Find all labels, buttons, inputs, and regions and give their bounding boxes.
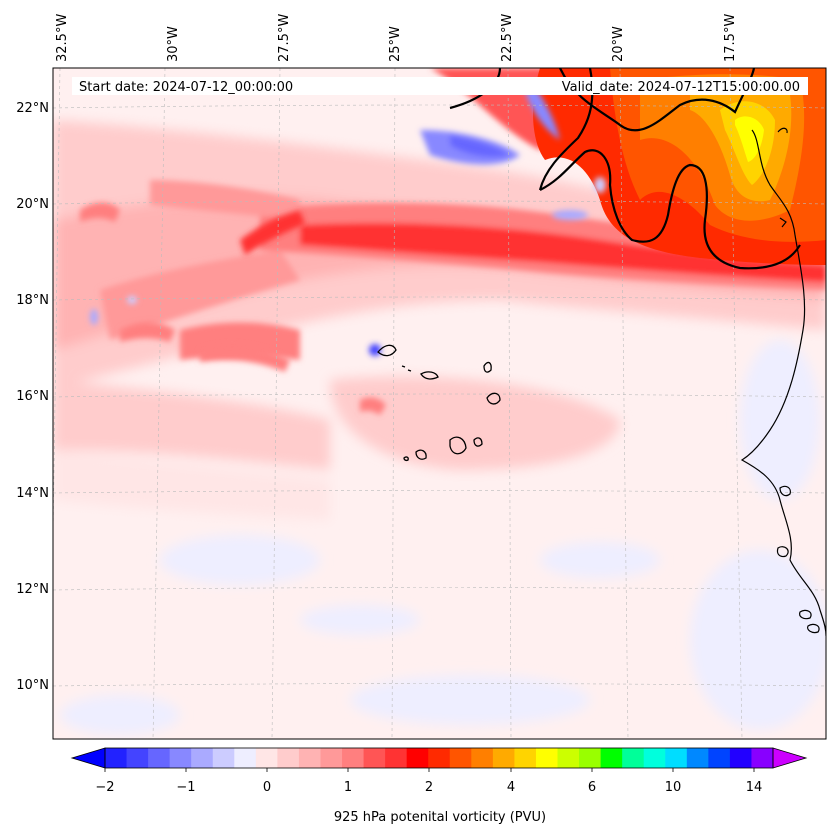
lon-label: 20°W: [611, 26, 626, 62]
colorbar-label: 925 hPa potenital vorticity (PVU): [334, 810, 546, 825]
lat-label: 16°N: [16, 389, 49, 404]
colorbar-cell: [277, 748, 300, 768]
lat-label: 12°N: [16, 582, 49, 597]
colorbar-tick-label: −1: [176, 780, 195, 795]
colorbar-cell: [751, 748, 774, 768]
colorbar-tick-label: 6: [588, 780, 596, 795]
colorbar-cell: [105, 748, 128, 768]
colorbar-tick-label: −2: [95, 780, 114, 795]
map-panel: [53, 68, 826, 739]
lon-label: 17.5°W: [723, 14, 738, 62]
colorbar-cell: [492, 748, 515, 768]
colorbar-min-extend: [70, 747, 106, 769]
colorbar-cell: [557, 748, 580, 768]
colorbar-cell: [449, 748, 472, 768]
lat-label: 18°N: [16, 293, 49, 308]
colorbar-cell: [535, 748, 559, 768]
lat-label: 22°N: [16, 101, 49, 116]
colorbar-tick-label: 10: [665, 780, 682, 795]
lon-label: 30°W: [166, 26, 181, 62]
valid-date-label: Valid_date: 2024-07-12T15:00:00.00: [562, 80, 800, 95]
colorbar-cells: [105, 748, 774, 768]
colorbar-cell: [406, 748, 429, 768]
colorbar-cell: [686, 748, 709, 768]
header-strip: [72, 77, 808, 95]
colorbar-cell: [579, 748, 602, 768]
colorbar-cell: [471, 748, 494, 768]
colorbar-tick-label: 1: [344, 780, 352, 795]
pv-streaks: [80, 202, 386, 415]
colorbar-frame: [104, 747, 774, 769]
colorbar-cell: [622, 748, 645, 768]
colorbar-cell: [729, 748, 752, 768]
pv-high-core: [430, 68, 826, 265]
colorbar-cell: [126, 748, 149, 768]
lon-label: 32.5°W: [55, 14, 70, 62]
colorbar-max-extend: [772, 747, 808, 769]
colorbar: −2 −1 0 1 2 4 6 10 14 925 hPa potenital vorticit…: [70, 747, 808, 825]
colorbar-cell: [385, 748, 408, 768]
lat-label: 14°N: [16, 486, 49, 501]
colorbar-cell: [643, 748, 666, 768]
colorbar-cell: [665, 748, 688, 768]
colorbar-cell: [212, 748, 235, 768]
colorbar-cell: [708, 748, 731, 768]
lon-label: 27.5°W: [277, 14, 292, 62]
colorbar-cell: [148, 748, 171, 768]
colorbar-tick-label: 2: [425, 780, 433, 795]
colorbar-tick-label: 14: [746, 780, 763, 795]
colorbar-cell: [428, 748, 451, 768]
colorbar-cell: [600, 748, 623, 768]
colorbar-cell: [320, 748, 343, 768]
colorbar-tick-label: 0: [263, 780, 271, 795]
lat-label: 20°N: [16, 197, 49, 212]
colorbar-cell: [169, 748, 192, 768]
gridlines: [53, 68, 826, 739]
colorbar-cell: [234, 748, 257, 768]
start-date-label: Start date: 2024-07-12_00:00:00: [79, 80, 293, 95]
colorbar-cell: [514, 748, 537, 768]
colorbar-cell: [363, 748, 386, 768]
colorbar-cell: [255, 748, 278, 768]
lon-label: 25°W: [388, 26, 403, 62]
colorbar-cell: [298, 748, 321, 768]
pv-band-red: [100, 180, 826, 360]
negative-pv-light-areas: [60, 340, 826, 735]
longitude-labels: 32.5°W 30°W 27.5°W 25°W 22.5°W 20°W 17.5…: [55, 14, 738, 62]
colorbar-cell: [342, 748, 365, 768]
cape-verde-islands: [377, 344, 501, 462]
lon-label: 22.5°W: [500, 14, 515, 62]
colorbar-ticks: −2 −1 0 1 2 4 6 10 14: [95, 768, 762, 795]
map-frame: [52, 67, 827, 740]
lat-label: 10°N: [16, 678, 49, 693]
africa-coastline: [740, 127, 826, 637]
latitude-labels: 22°N 20°N 18°N 16°N 14°N 12°N 10°N: [16, 101, 49, 693]
colorbar-cell: [191, 748, 214, 768]
colorbar-tick-label: 4: [507, 780, 515, 795]
